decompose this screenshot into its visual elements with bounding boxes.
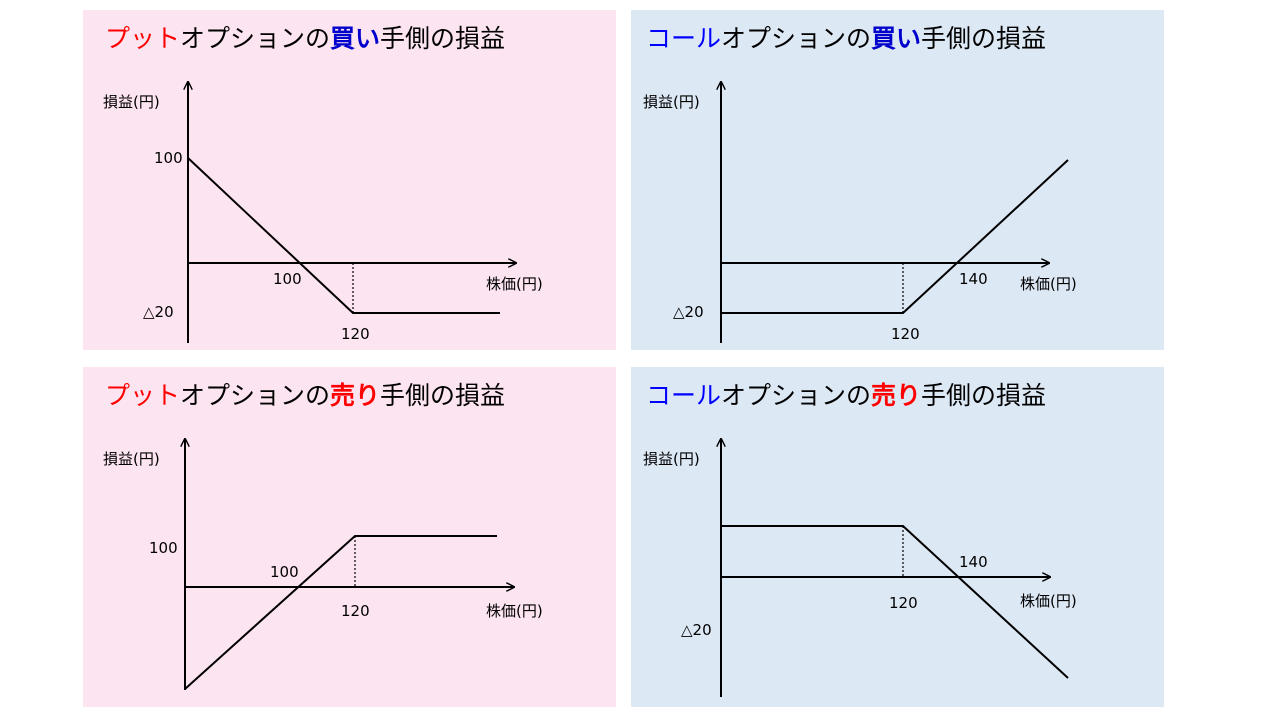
breakeven-label: 140 <box>959 270 988 288</box>
title-option-type: プット <box>105 24 181 53</box>
max-loss-label: △20 <box>673 303 704 321</box>
title-option-type: プット <box>105 381 181 410</box>
title-side: 買い <box>330 24 381 53</box>
payoff-graph: 損益(円) 株価(円) 140 △20 120 <box>643 10 1077 343</box>
payoff-graph: 損益(円) 株価(円) 100 100 △20 120 <box>103 10 543 343</box>
breakeven-label: 140 <box>959 553 988 571</box>
payoff-graph: 損益(円) 株価(円) 100 100 120 <box>103 367 543 690</box>
x-axis-label: 株価(円) <box>486 602 543 620</box>
max-loss-label: △20 <box>143 303 174 321</box>
title-end: 手側の損益 <box>921 24 1047 53</box>
title-end: 手側の損益 <box>380 24 506 53</box>
x-axis-label: 株価(円) <box>1020 592 1077 610</box>
title-end: 手側の損益 <box>921 381 1047 410</box>
call-sell-panel: コールオプションの売り手側の損益 損益(円) 株価(円) 140 120 △20 <box>631 367 1164 707</box>
y-axis-label: 損益(円) <box>643 93 700 111</box>
panel-title: プットオプションの買い手側の損益 <box>105 24 505 54</box>
title-side: 買い <box>871 24 922 53</box>
panel-title: プットオプションの売り手側の損益 <box>105 381 505 411</box>
strike-label: 120 <box>341 325 370 343</box>
title-middle: オプションの <box>180 24 331 53</box>
panel-title: コールオプションの買い手側の損益 <box>646 24 1046 54</box>
title-middle: オプションの <box>180 381 331 410</box>
y-axis-label: 損益(円) <box>643 450 700 468</box>
y-axis-label: 損益(円) <box>103 93 160 111</box>
max-profit-label: 100 <box>154 149 183 167</box>
breakeven-label: 100 <box>270 563 299 581</box>
payoff-line <box>721 159 1069 314</box>
x-axis-label: 株価(円) <box>486 275 543 293</box>
strike-label: 120 <box>891 325 920 343</box>
x-axis-label: 株価(円) <box>1020 275 1077 293</box>
panel-title: コールオプションの売り手側の損益 <box>646 381 1046 411</box>
payoff-line <box>187 157 500 314</box>
strike-label: 120 <box>889 594 918 612</box>
strike-label: 120 <box>341 602 370 620</box>
title-option-type: コール <box>646 381 722 410</box>
payoff-graph: 損益(円) 株価(円) 140 120 △20 <box>643 367 1077 697</box>
max-profit-label: 100 <box>149 539 178 557</box>
title-middle: オプションの <box>721 24 872 53</box>
title-option-type: コール <box>646 24 722 53</box>
y-axis-label: 損益(円) <box>103 450 160 468</box>
max-loss-label: △20 <box>681 621 712 639</box>
breakeven-label: 100 <box>273 270 302 288</box>
put-sell-panel: プットオプションの売り手側の損益 損益(円) 株価(円) 100 100 120 <box>83 367 616 707</box>
title-side: 売り <box>330 381 381 410</box>
title-middle: オプションの <box>721 381 872 410</box>
title-end: 手側の損益 <box>380 381 506 410</box>
call-buy-panel: コールオプションの買い手側の損益 損益(円) 株価(円) 140 △20 120 <box>631 10 1164 350</box>
put-buy-panel: プットオプションの買い手側の損益 損益(円) 株価(円) 100 100 △20… <box>83 10 616 350</box>
title-side: 売り <box>871 381 922 410</box>
